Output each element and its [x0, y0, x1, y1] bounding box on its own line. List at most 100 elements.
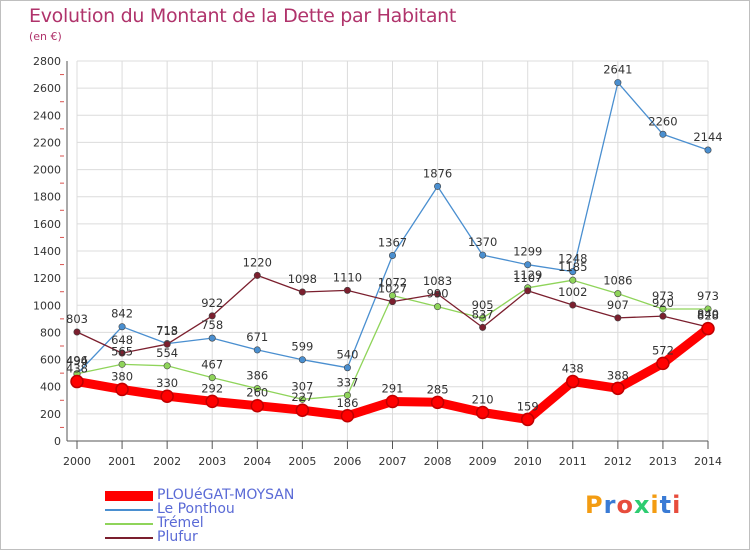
data-label: 907: [607, 298, 629, 312]
data-point: [298, 356, 306, 364]
data-label: 2641: [603, 63, 632, 77]
y-tick-label: 1600: [33, 218, 61, 231]
data-label: 1083: [423, 274, 452, 288]
data-label: 990: [427, 287, 449, 301]
data-point: [659, 130, 667, 138]
y-axis-ticks: 0 200 400 600 800 1000 1200 1400 1600 1800 2000 220…: [33, 55, 61, 448]
data-label: 1876: [423, 166, 452, 180]
data-point: [298, 288, 306, 296]
x-tick-label: 2001: [108, 455, 136, 468]
data-point: [118, 349, 126, 357]
data-label: 227: [291, 390, 313, 404]
data-label: 292: [201, 381, 223, 395]
data-label: 337: [336, 375, 358, 389]
axes: [60, 61, 709, 449]
logo-letter: o: [616, 491, 634, 519]
data-label: 837: [472, 307, 494, 321]
data-point: [343, 364, 351, 372]
data-point: [434, 303, 442, 311]
data-label: 599: [291, 340, 313, 354]
data-point: [479, 314, 487, 322]
data-label: 1098: [288, 272, 317, 286]
chart-subtitle: (en €): [29, 30, 62, 43]
y-tick-label: 2600: [33, 82, 61, 95]
data-point: [614, 314, 622, 322]
data-point: [479, 251, 487, 259]
x-tick-label: 2003: [198, 455, 226, 468]
data-label: 840: [697, 307, 719, 321]
data-label: 554: [156, 346, 178, 360]
data-point: [340, 409, 355, 423]
data-label: 494: [66, 354, 88, 368]
data-label: 2144: [693, 130, 722, 144]
data-point: [704, 146, 712, 154]
y-tick-label: 1400: [33, 245, 61, 258]
data-point: [569, 276, 577, 284]
data-point: [253, 385, 261, 393]
data-label: 438: [66, 362, 88, 376]
x-tick-label: 2014: [694, 455, 722, 468]
x-tick-label: 2006: [333, 455, 361, 468]
grid-lines: [76, 60, 709, 442]
data-point: [614, 79, 622, 87]
x-tick-label: 2005: [288, 455, 316, 468]
data-label: 260: [246, 386, 268, 400]
data-point: [524, 261, 532, 269]
data-point: [298, 395, 306, 403]
data-point: [295, 403, 310, 417]
data-point: [208, 334, 216, 342]
data-label: 905: [472, 298, 494, 312]
legend-swatch: [105, 523, 153, 525]
data-point: [160, 389, 174, 403]
data-label: 1370: [468, 235, 497, 249]
proxiti-logo: Proxiti: [585, 491, 681, 519]
data-point: [253, 271, 261, 279]
x-tick-label: 2002: [153, 455, 181, 468]
data-label: 386: [246, 369, 268, 383]
data-point: [430, 395, 445, 410]
y-tick-label: 600: [40, 354, 61, 367]
data-point: [614, 290, 622, 298]
y-tick-label: 1000: [33, 299, 61, 312]
x-tick-label: 2007: [379, 455, 407, 468]
data-label: 330: [156, 376, 178, 390]
data-label: 1107: [513, 271, 542, 285]
x-tick-label: 2004: [243, 455, 271, 468]
data-point: [434, 290, 442, 298]
data-label: 1086: [603, 274, 632, 288]
legend-swatch: [105, 509, 153, 511]
data-label: 540: [336, 348, 358, 362]
data-label: 285: [427, 382, 449, 396]
data-point: [250, 398, 265, 413]
data-label: 565: [111, 344, 133, 358]
x-tick-label: 2009: [469, 455, 497, 468]
data-label: 496: [66, 354, 88, 368]
data-point: [208, 374, 216, 382]
legend-label: PLOUéGAT-MOYSAN: [157, 487, 295, 503]
y-tick-label: 2200: [33, 136, 61, 149]
data-point: [205, 394, 219, 409]
data-label: 1072: [378, 276, 407, 290]
legend-swatch: [105, 537, 153, 539]
x-axis-ticks: 2000 2001 2002 2003 2004 2005 2006 2007 2008 2009…: [63, 455, 722, 468]
data-point: [434, 182, 442, 190]
data-point: [479, 323, 487, 331]
data-point: [388, 298, 396, 306]
data-point: [253, 346, 261, 354]
data-point: [524, 287, 532, 295]
y-tick-label: 400: [40, 381, 61, 394]
data-label: 467: [201, 358, 223, 372]
y-tick-label: 0: [54, 435, 61, 448]
data-point: [118, 360, 126, 368]
data-point: [70, 374, 84, 389]
data-label: 572: [652, 343, 674, 357]
data-point: [118, 323, 126, 331]
series-points: [70, 79, 715, 427]
y-tick-label: 2800: [33, 55, 61, 68]
data-point: [659, 312, 667, 320]
data-point: [343, 286, 351, 294]
data-point: [73, 328, 81, 336]
data-label: 159: [517, 399, 539, 413]
